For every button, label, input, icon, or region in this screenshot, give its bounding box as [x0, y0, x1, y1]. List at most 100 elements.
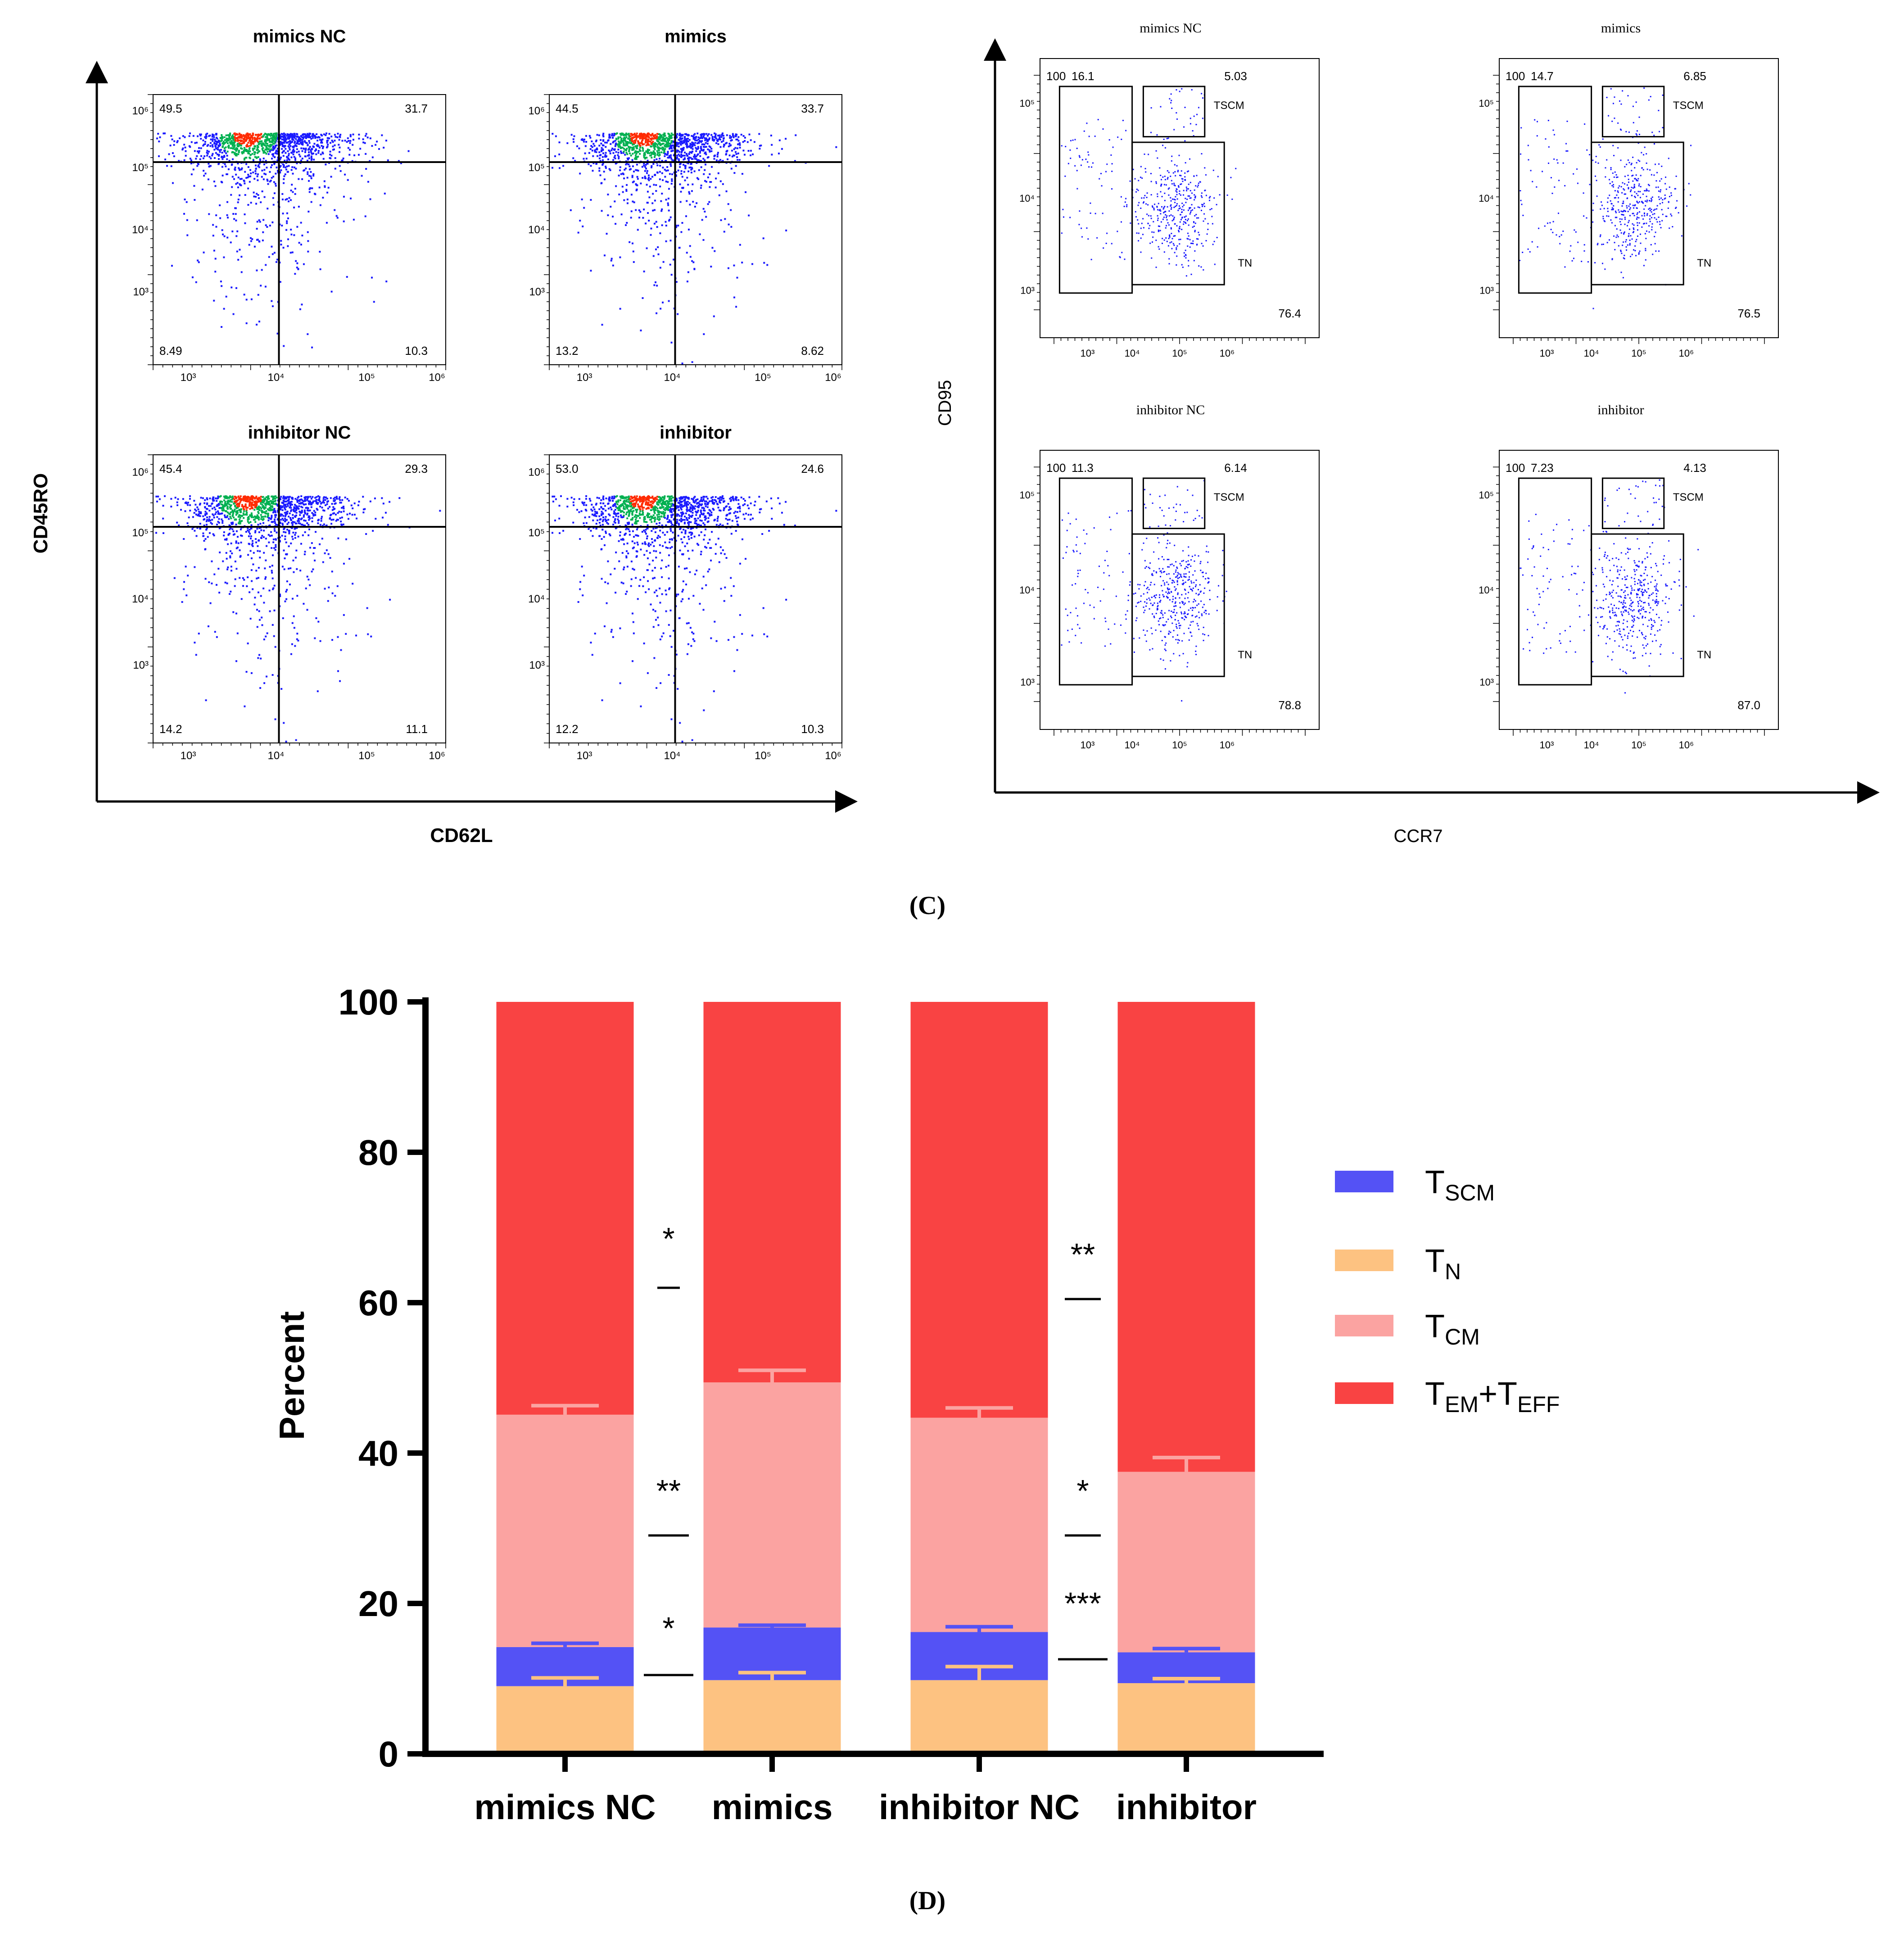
flow-dot — [598, 168, 600, 169]
flow-dot — [660, 567, 662, 569]
flow-dot — [719, 159, 721, 161]
flow-dot — [602, 495, 604, 497]
flow-dot — [633, 261, 635, 263]
flow-dot — [692, 143, 694, 145]
flow-dot — [639, 153, 641, 155]
flow-dot — [664, 134, 665, 136]
flow-dot — [670, 147, 672, 149]
flow-dot — [309, 496, 311, 498]
flow-dot — [212, 153, 213, 155]
flow-dot — [661, 224, 663, 226]
flow-dot — [398, 497, 400, 499]
flow-dot — [354, 503, 356, 504]
flow-dot — [704, 144, 706, 145]
flow-dot — [259, 138, 261, 140]
flow-dot — [248, 176, 250, 177]
flow-dot — [602, 140, 604, 142]
flow-dot — [232, 138, 234, 140]
flow-dot — [658, 136, 660, 138]
flow-dot — [245, 157, 247, 158]
flow-dot — [370, 137, 371, 139]
flow-dot — [614, 200, 615, 202]
flow-dot — [680, 138, 682, 140]
flow-dot — [687, 138, 689, 140]
flow-dot — [268, 517, 270, 519]
flow-dot — [579, 581, 581, 583]
flow-dot — [283, 150, 285, 152]
flow-dot — [667, 203, 669, 204]
flow-dot — [578, 232, 579, 234]
flow-dot — [361, 175, 363, 177]
flow-dot — [737, 153, 739, 154]
flow-dot — [258, 294, 259, 296]
flow-dot — [705, 139, 707, 140]
flow-dot — [244, 504, 246, 506]
flow-dot — [266, 226, 268, 228]
flow-dot — [272, 578, 274, 580]
flow-dot — [654, 223, 656, 225]
flow-dot — [652, 153, 654, 155]
flow-dot — [653, 136, 655, 137]
flow-dot — [692, 136, 694, 137]
flow-dot — [246, 322, 248, 324]
flow-dot — [272, 541, 274, 543]
flow-dot — [620, 150, 622, 152]
quadrant-percent: 49.5 — [159, 102, 182, 115]
flow-dot — [317, 495, 319, 497]
flow-dot — [224, 235, 226, 237]
flow-dot — [688, 538, 690, 540]
flow-dot — [260, 201, 262, 203]
flow-dot — [302, 150, 303, 152]
flow-dot — [634, 542, 636, 544]
flow-dot — [620, 308, 621, 310]
flow-dot — [634, 146, 636, 148]
flow-dot — [221, 181, 222, 183]
flow-dot — [661, 636, 663, 638]
flow-dot — [276, 258, 278, 260]
flow-dot — [672, 508, 674, 510]
flow-dot — [724, 553, 726, 555]
flow-dot — [264, 140, 266, 141]
flow-dot — [682, 362, 683, 364]
flow-dot — [627, 199, 629, 200]
flow-dot — [348, 154, 350, 156]
flow-dot — [634, 140, 636, 141]
flow-dot — [672, 145, 674, 146]
flow-dot — [343, 221, 345, 222]
flow-dot — [175, 497, 176, 498]
flow-dot — [263, 169, 265, 171]
flow-dot — [216, 524, 218, 525]
flow-dot — [703, 709, 705, 711]
flow-dot — [237, 536, 239, 538]
x-tick-label: 10³ — [181, 750, 196, 762]
flow-dot — [257, 511, 259, 513]
flow-dot — [661, 136, 663, 138]
flow-dot — [703, 173, 705, 175]
flow-dot — [217, 568, 219, 570]
flow-dot — [258, 592, 259, 593]
flow-dot — [651, 538, 653, 540]
flow-dot — [648, 149, 650, 151]
flow-dot — [244, 706, 245, 707]
flow-dot — [338, 144, 339, 145]
flow-dot — [668, 300, 670, 302]
flow-dot — [257, 152, 258, 154]
flow-dot — [335, 157, 336, 159]
flow-dot — [376, 140, 378, 142]
flow-dot — [651, 167, 652, 168]
flow-dot — [231, 286, 232, 288]
flow-dot — [713, 315, 715, 317]
flow-dot — [744, 154, 746, 156]
flow-dot — [270, 148, 272, 150]
flow-dot — [332, 149, 334, 151]
flow-dot — [667, 151, 669, 153]
flow-dot — [679, 722, 681, 724]
flow-dot — [631, 210, 633, 212]
flow-dot — [231, 504, 232, 506]
flow-dot — [222, 520, 223, 522]
flow-dot — [196, 155, 198, 157]
flow-dot — [651, 176, 653, 177]
flow-dot — [273, 181, 275, 183]
flow-dot — [272, 509, 274, 511]
flow-dot — [684, 522, 686, 524]
